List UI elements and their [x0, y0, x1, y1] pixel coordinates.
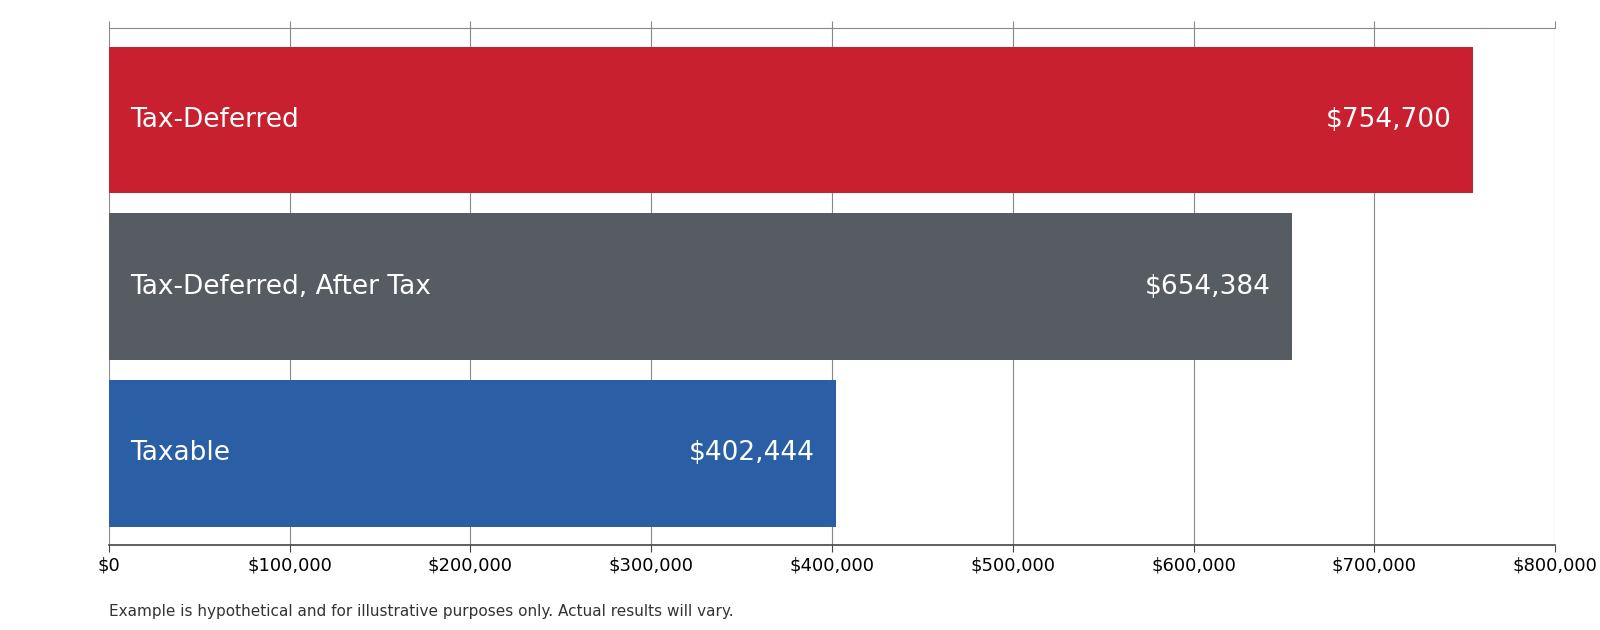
Text: $402,444: $402,444	[690, 440, 814, 466]
Text: Example is hypothetical and for illustrative purposes only. Actual results will : Example is hypothetical and for illustra…	[109, 604, 733, 619]
Text: Taxable: Taxable	[131, 440, 230, 466]
Bar	[109, 380, 837, 527]
Text: $654,384: $654,384	[1144, 273, 1270, 300]
Bar	[109, 214, 1291, 360]
Text: Tax-Deferred: Tax-Deferred	[131, 107, 299, 133]
Text: $754,700: $754,700	[1326, 107, 1451, 133]
Bar	[109, 47, 1474, 193]
Text: Tax-Deferred, After Tax: Tax-Deferred, After Tax	[131, 273, 432, 300]
